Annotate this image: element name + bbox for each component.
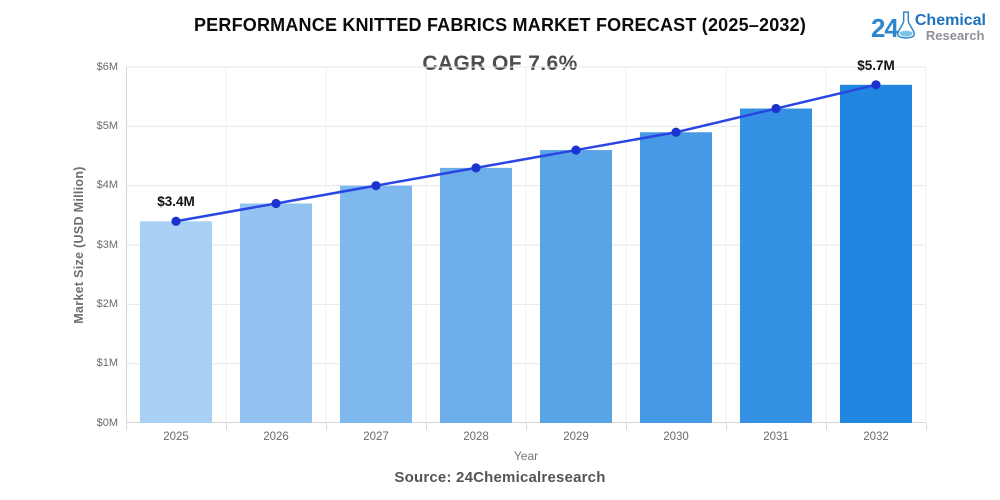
bar-2031 (740, 108, 812, 424)
x-tick-label: 2026 (263, 431, 289, 443)
x-tick-label: 2027 (363, 431, 389, 443)
x-tick-label: 2031 (763, 431, 789, 443)
data-point-marker (171, 216, 181, 226)
logo-text: Chemical Research (914, 11, 986, 44)
data-label: $3.4M (157, 194, 195, 210)
logo-number: 24 (870, 12, 899, 43)
chart-title: PERFORMANCE KNITTED FABRICS MARKET FOREC… (193, 15, 807, 35)
bar-2026 (240, 203, 312, 423)
data-point-marker (771, 103, 781, 114)
data-point-marker (471, 163, 481, 173)
bar-2030 (640, 132, 712, 423)
x-tick-label: 2032 (863, 431, 889, 443)
trend-line (175, 83, 877, 223)
data-point-marker (271, 198, 281, 209)
axis-tick (325, 423, 327, 430)
data-point-marker (871, 80, 881, 90)
bar-2025 (140, 221, 212, 423)
x-tick-label: 2028 (463, 431, 489, 443)
brand-logo: 24 Chemical Research (871, 9, 986, 46)
x-axis-title: Year (513, 449, 539, 463)
chart-subtitle: CAGR OF 7.6% (422, 52, 578, 75)
logo-line2: Research (925, 28, 985, 44)
y-tick-label: $1M (96, 357, 118, 370)
plot-svg (126, 66, 927, 424)
bar-2028 (440, 167, 512, 423)
data-point-marker (571, 145, 581, 155)
axis-tick (125, 423, 127, 430)
axis-tick (525, 423, 527, 430)
bar-2027 (340, 185, 412, 423)
source-text: Source: 24Chemicalresearch (394, 469, 606, 486)
x-tick-label: 2029 (563, 431, 589, 443)
axis-tick (225, 423, 227, 430)
logo-line1: Chemical (914, 11, 986, 29)
axis-tick (725, 423, 727, 430)
axis-tick (925, 423, 927, 430)
y-tick-label: $0M (96, 416, 118, 429)
y-tick-label: $6M (96, 60, 118, 73)
axis-tick (825, 423, 827, 430)
data-point-marker (371, 181, 381, 191)
plot-area: $0M $1M $2M $3M $4M $5M $6M 2025 2026 2027 2028 202… (97, 58, 927, 443)
y-axis-title: Market Size (USD Million) (72, 166, 86, 324)
bar-2029 (540, 150, 612, 424)
y-tick-label: $4M (96, 179, 118, 192)
flask-icon (895, 9, 917, 46)
x-tick-label: 2030 (663, 431, 689, 443)
axis-tick (425, 423, 427, 430)
data-label: $5.7M (857, 57, 895, 73)
axis-tick (625, 423, 627, 430)
x-tick-label: 2025 (163, 431, 189, 443)
data-point-marker (671, 127, 681, 137)
y-tick-label: $2M (96, 297, 118, 310)
bar-2032 (840, 84, 912, 424)
y-tick-label: $5M (96, 119, 118, 132)
y-tick-label: $3M (96, 238, 118, 251)
